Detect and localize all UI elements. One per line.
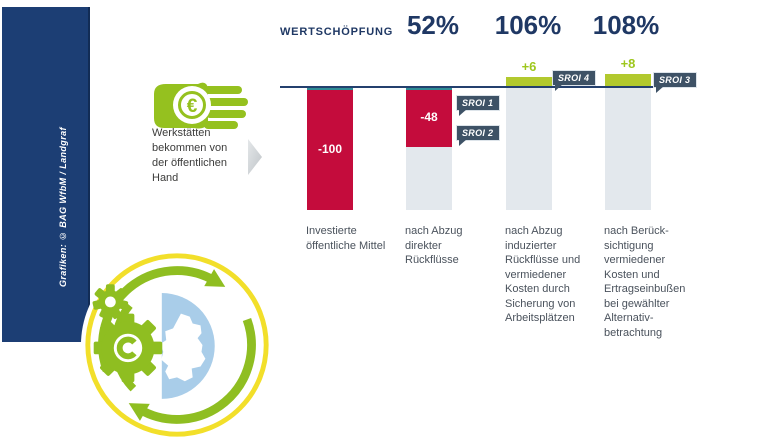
category-label: nach Abzug induzierter Rückflüsse und ve…	[505, 225, 581, 324]
category-label: nach Abzug direkter Rückflüsse	[405, 225, 463, 266]
positive-bar	[605, 74, 651, 86]
bar-value: +8	[620, 56, 636, 72]
negative-bar	[406, 90, 452, 147]
sroi-badge: SROI 3	[653, 72, 698, 93]
teal-cap	[307, 88, 353, 90]
percent-value: 108%	[592, 10, 660, 40]
bar-value: -100	[317, 142, 343, 156]
positive-bar	[506, 76, 552, 86]
credit-text: Grafiken: © BAG WfbM / Landgraf	[58, 127, 68, 287]
chart-title: WERTSCHÖPFUNG	[280, 26, 394, 38]
sroi-badge: SROI 4	[552, 70, 597, 91]
bar-value: -48	[420, 110, 438, 125]
ghost-bar	[406, 146, 452, 210]
category-label: nach Berück- sichtigung vermiedener Kost…	[604, 225, 686, 339]
sidebar-band: Grafiken: © BAG WfbM / Landgraf	[2, 7, 90, 342]
ghost-bar	[605, 88, 651, 210]
bag-wfbm-gears-logo	[80, 248, 274, 442]
euro-symbol: €	[187, 96, 198, 117]
hand-euro-icon: €	[154, 82, 248, 129]
baseline-axis	[280, 86, 680, 88]
teal-cap	[406, 88, 452, 90]
right-chevron-icon	[248, 139, 262, 175]
percent-value: 106%	[494, 10, 562, 40]
percent-value: 52%	[406, 10, 460, 40]
bar-value: +6	[521, 58, 537, 74]
sroi-badge: SROI 2	[456, 125, 501, 146]
category-label: Investierte öffentliche Mittel	[306, 225, 386, 252]
ghost-bar	[506, 88, 552, 210]
negative-bar	[307, 90, 353, 210]
sroi-badge: SROI 1	[456, 95, 501, 116]
intro-text: Werkstätten bekommen von der öffentliche…	[152, 127, 228, 184]
